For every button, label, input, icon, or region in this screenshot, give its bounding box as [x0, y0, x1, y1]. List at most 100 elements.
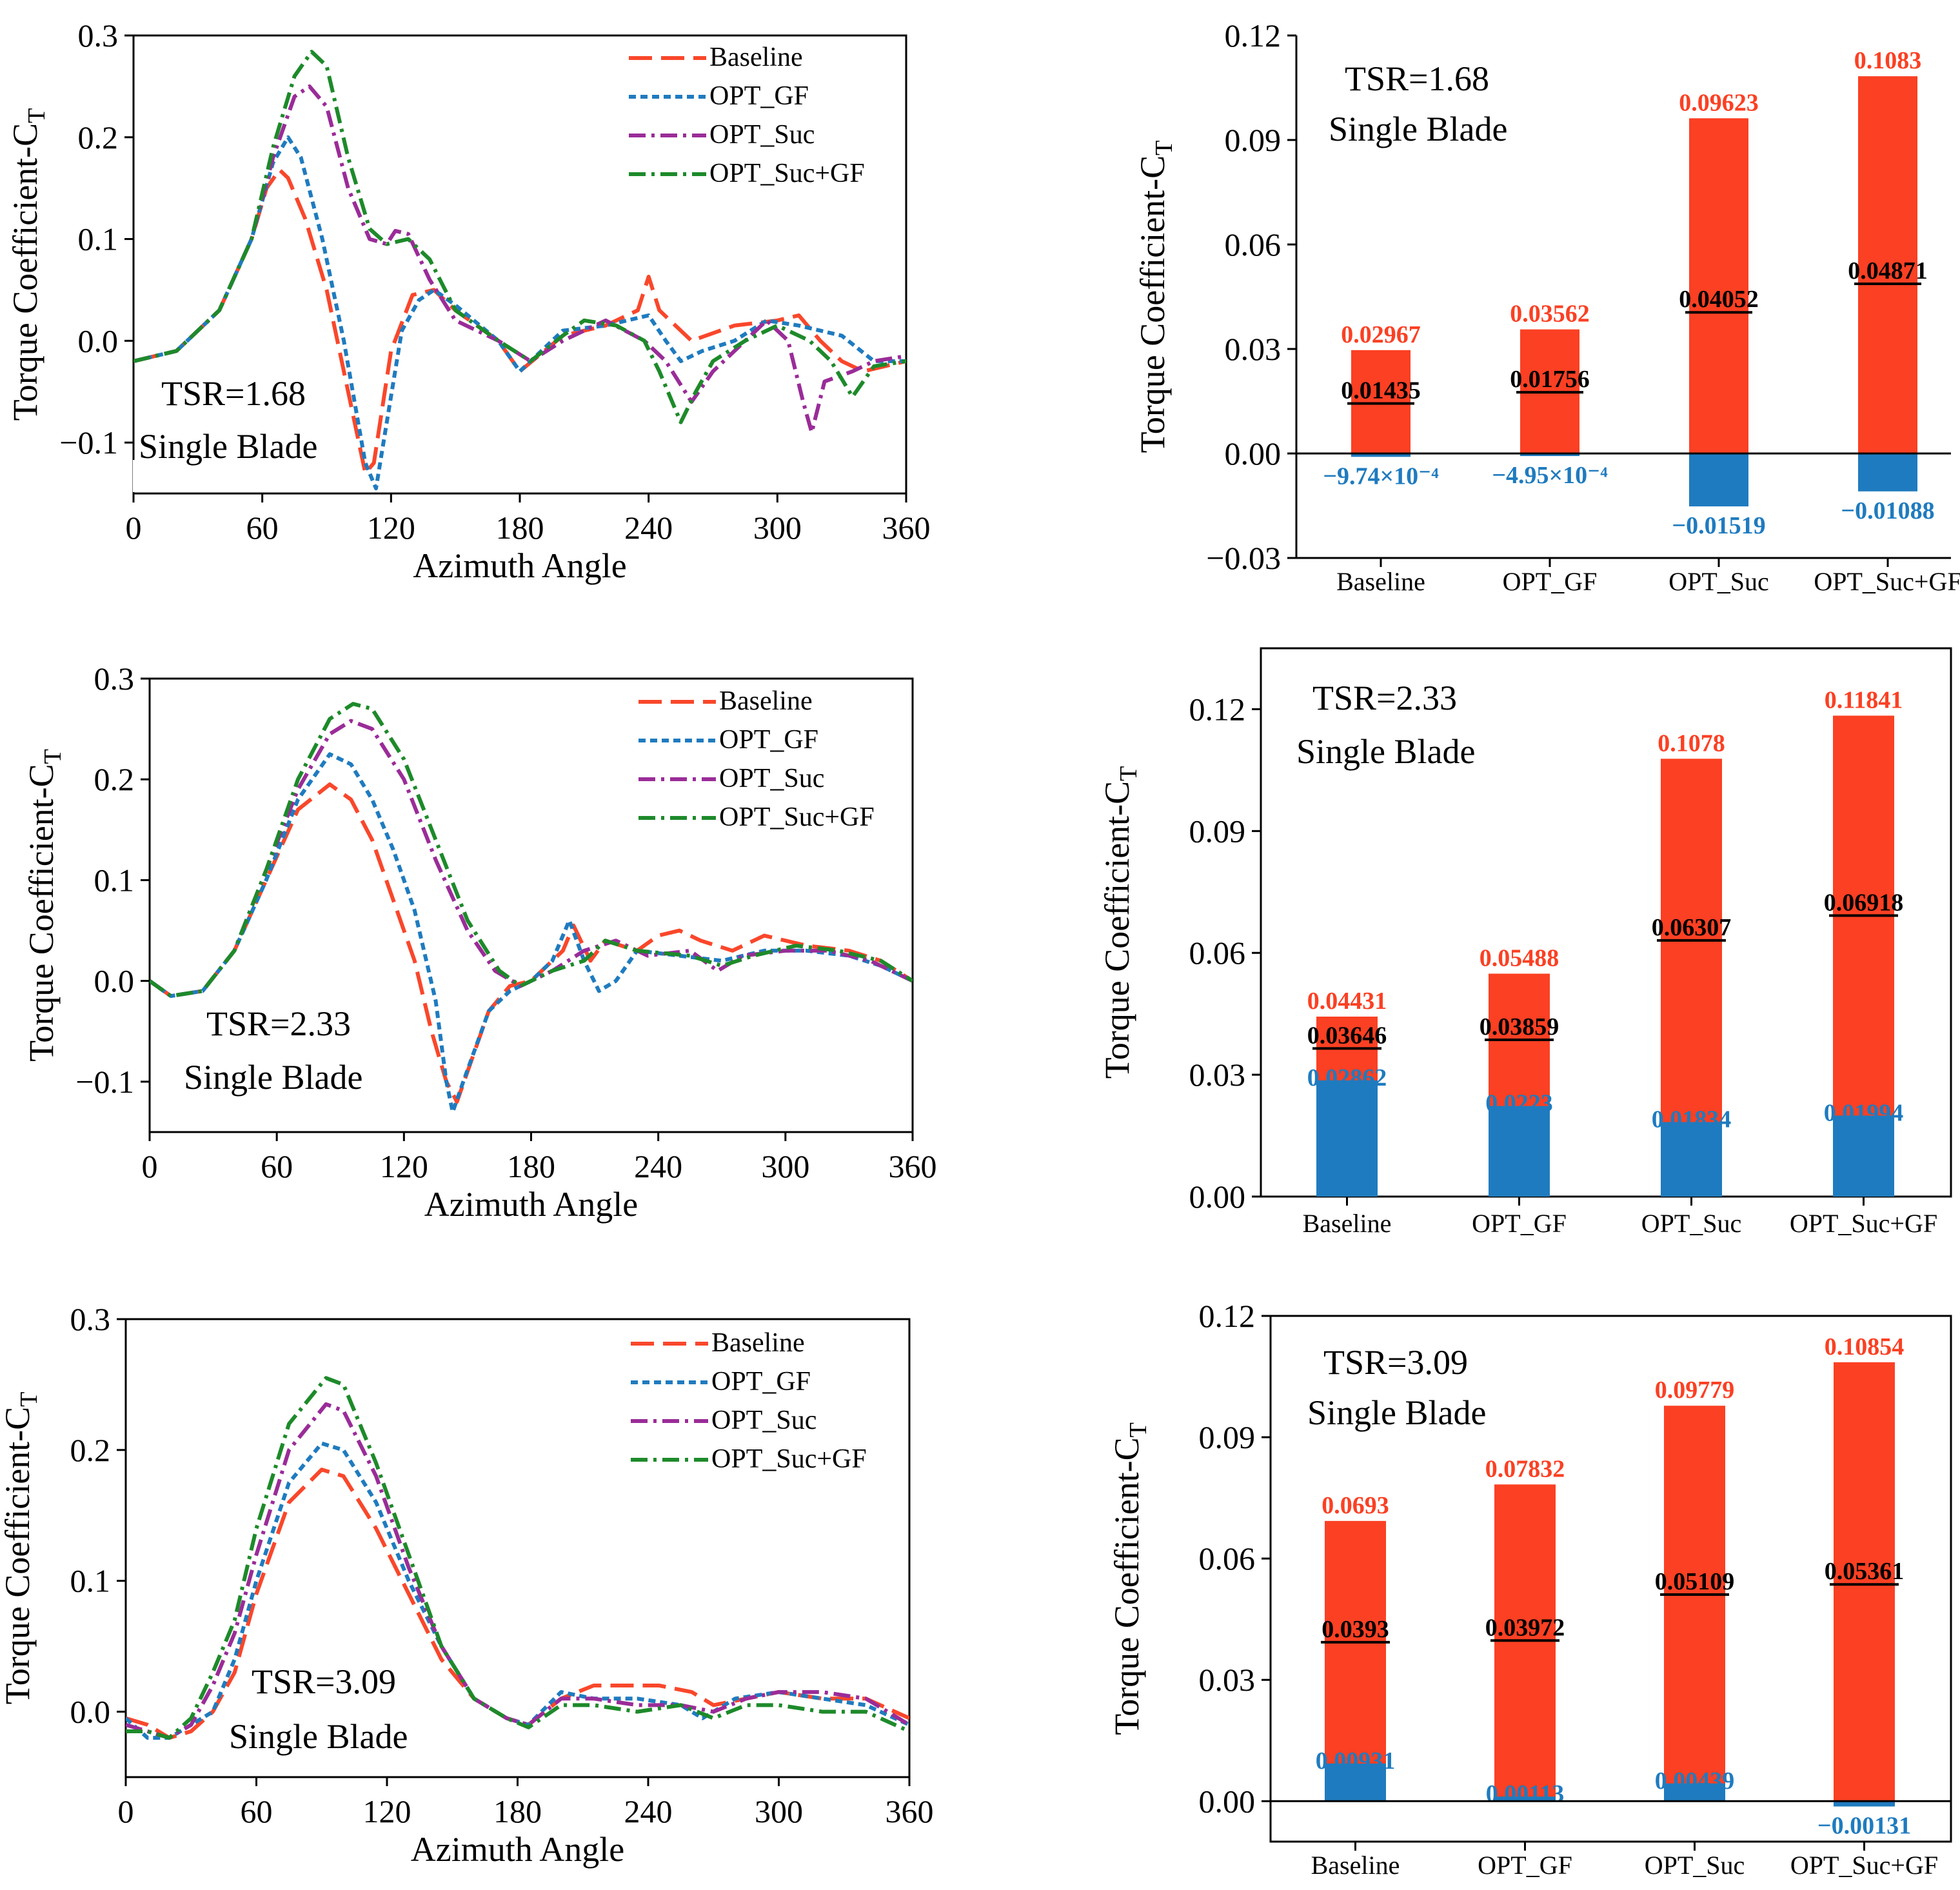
legend-label: OPT_Suc — [709, 120, 815, 150]
y-axis-title-subscript: T — [23, 108, 50, 123]
x-tick-label: 180 — [496, 510, 544, 546]
series-line-opt-suc-gf — [126, 1376, 909, 1740]
category-label: OPT_GF — [1472, 1209, 1567, 1238]
legend-label: OPT_Suc — [719, 764, 824, 793]
category-label: OPT_GF — [1503, 567, 1598, 596]
x-tick-label: 60 — [246, 510, 279, 546]
x-tick-label: 60 — [261, 1148, 293, 1184]
max-value-label: 0.1083 — [1854, 47, 1922, 74]
blade-annotation: Single Blade — [139, 427, 317, 466]
mean-value-label: 0.04871 — [1848, 257, 1928, 284]
x-tick-label: 60 — [241, 1793, 273, 1829]
x-tick-label: 300 — [753, 510, 802, 546]
mean-value-label: 0.06918 — [1824, 889, 1904, 916]
min-value-label: −0.01519 — [1672, 512, 1765, 539]
line-chart-line_tsr233: 0 60 120 180 240 300 360 −0.1 0.0 0.1 0.2 0.3 Baseli… — [22, 661, 937, 1224]
max-value-label: 0.10854 — [1825, 1333, 1905, 1360]
y-axis-title-subscript: T — [1125, 1422, 1152, 1437]
bar-chart-bar_tsr233: 0.00 0.03 0.06 0.09 0.12 Baseline 0.04431 0.036… — [1098, 647, 1952, 1238]
y-tick-label: 0.12 — [1225, 17, 1282, 54]
max-value-label: 0.09779 — [1655, 1377, 1735, 1404]
max-bar — [1858, 76, 1917, 454]
x-tick-label: 360 — [886, 1793, 934, 1829]
x-tick-label: 240 — [624, 510, 673, 546]
category-label: Baseline — [1311, 1851, 1400, 1880]
x-tick-label: 180 — [507, 1148, 555, 1184]
category-label: Baseline — [1303, 1209, 1392, 1238]
x-tick-label: 240 — [624, 1793, 673, 1829]
blade-annotation: Single Blade — [1296, 732, 1475, 771]
y-axis-title-subscript: T — [1151, 141, 1178, 155]
min-value-label: −0.00131 — [1817, 1813, 1911, 1840]
x-axis-title: Azimuth Angle — [413, 546, 626, 585]
category-label: OPT_Suc+GF — [1790, 1851, 1938, 1880]
category-label: OPT_Suc — [1668, 567, 1769, 596]
x-tick-label: 360 — [889, 1148, 937, 1184]
x-tick-label: 300 — [761, 1148, 809, 1184]
min-bar — [1833, 1115, 1894, 1197]
y-tick-label: 0.00 — [1189, 1179, 1246, 1215]
legend-label: OPT_GF — [709, 81, 809, 111]
max-value-label: 0.09623 — [1679, 89, 1759, 116]
max-bar — [1689, 118, 1748, 453]
x-tick-label: 120 — [380, 1148, 428, 1184]
min-value-label: 0.00931 — [1316, 1747, 1396, 1775]
y-axis-title-main: Torque Coefficient-C — [22, 764, 61, 1062]
min-bar — [1661, 1122, 1722, 1197]
y-axis-title: Torque Coefficient-CT — [1107, 1422, 1152, 1735]
min-value-label: 0.00439 — [1655, 1767, 1735, 1795]
y-tick-label: 0.00 — [1225, 435, 1282, 472]
y-tick-label: 0.00 — [1199, 1783, 1256, 1819]
y-axis-title-main: Torque Coefficient-C — [0, 1407, 37, 1705]
min-value-label: −0.01088 — [1841, 497, 1934, 524]
min-bar — [1520, 453, 1579, 456]
max-bar — [1325, 1520, 1386, 1802]
min-value-label: 0.01994 — [1824, 1099, 1904, 1126]
y-tick-label: 0.09 — [1189, 813, 1246, 849]
y-tick-label: 0.3 — [78, 17, 119, 54]
y-axis-title: Torque Coefficient-CT — [0, 1392, 43, 1705]
y-axis-title-main: Torque Coefficient-C — [6, 123, 45, 421]
min-bar — [1834, 1801, 1895, 1807]
y-axis-title: Torque Coefficient-CT — [1098, 766, 1142, 1079]
mean-value-label: 0.0393 — [1322, 1616, 1389, 1643]
max-bar — [1351, 350, 1411, 453]
min-value-label: 0.0223 — [1485, 1090, 1553, 1117]
y-tick-label: 0.06 — [1225, 226, 1282, 263]
legend-label: OPT_Suc+GF — [719, 802, 875, 832]
legend-label: OPT_Suc — [711, 1406, 817, 1435]
y-axis-title: Torque Coefficient-CT — [1133, 141, 1178, 453]
blade-annotation: Single Blade — [1307, 1393, 1486, 1432]
x-tick-label: 0 — [142, 1148, 158, 1184]
y-tick-label: 0.12 — [1199, 1298, 1256, 1334]
category-label: OPT_Suc — [1645, 1851, 1745, 1880]
category-label: OPT_GF — [1478, 1851, 1572, 1880]
min-bar — [1689, 453, 1748, 507]
y-tick-label: 0.0 — [78, 323, 119, 359]
y-axis-title: Torque Coefficient-CT — [6, 108, 50, 421]
y-tick-label: −0.1 — [75, 1064, 134, 1100]
x-tick-label: 180 — [493, 1793, 542, 1829]
min-bar — [1316, 1080, 1378, 1197]
min-bar — [1325, 1763, 1386, 1802]
max-value-label: 0.04431 — [1307, 988, 1387, 1015]
mean-value-label: 0.01435 — [1341, 377, 1421, 404]
min-value-label: 0.02862 — [1307, 1064, 1387, 1091]
legend-label: OPT_Suc+GF — [709, 159, 865, 188]
max-value-label: 0.0693 — [1322, 1492, 1389, 1519]
mean-value-label: 0.04052 — [1679, 286, 1759, 313]
y-axis-title: Torque Coefficient-CT — [22, 749, 66, 1062]
min-bar — [1489, 1106, 1550, 1197]
mean-value-label: 0.05109 — [1655, 1568, 1735, 1595]
bar-chart-bar_tsr309: 0.00 0.03 0.06 0.09 0.12 Baseline 0.0693 0.0393… — [1107, 1298, 1952, 1880]
series-line-opt-gf — [134, 135, 906, 491]
tsr-annotation: TSR=3.09 — [252, 1662, 396, 1701]
series-line-opt-suc-gf — [134, 50, 906, 424]
y-axis-title-subscript: T — [15, 1392, 43, 1407]
series-line-opt-gf — [126, 1441, 909, 1740]
x-tick-label: 0 — [126, 510, 142, 546]
y-tick-label: 0.03 — [1225, 331, 1282, 367]
y-tick-label: −0.03 — [1206, 540, 1281, 576]
min-value-label: 0.01834 — [1652, 1106, 1732, 1133]
